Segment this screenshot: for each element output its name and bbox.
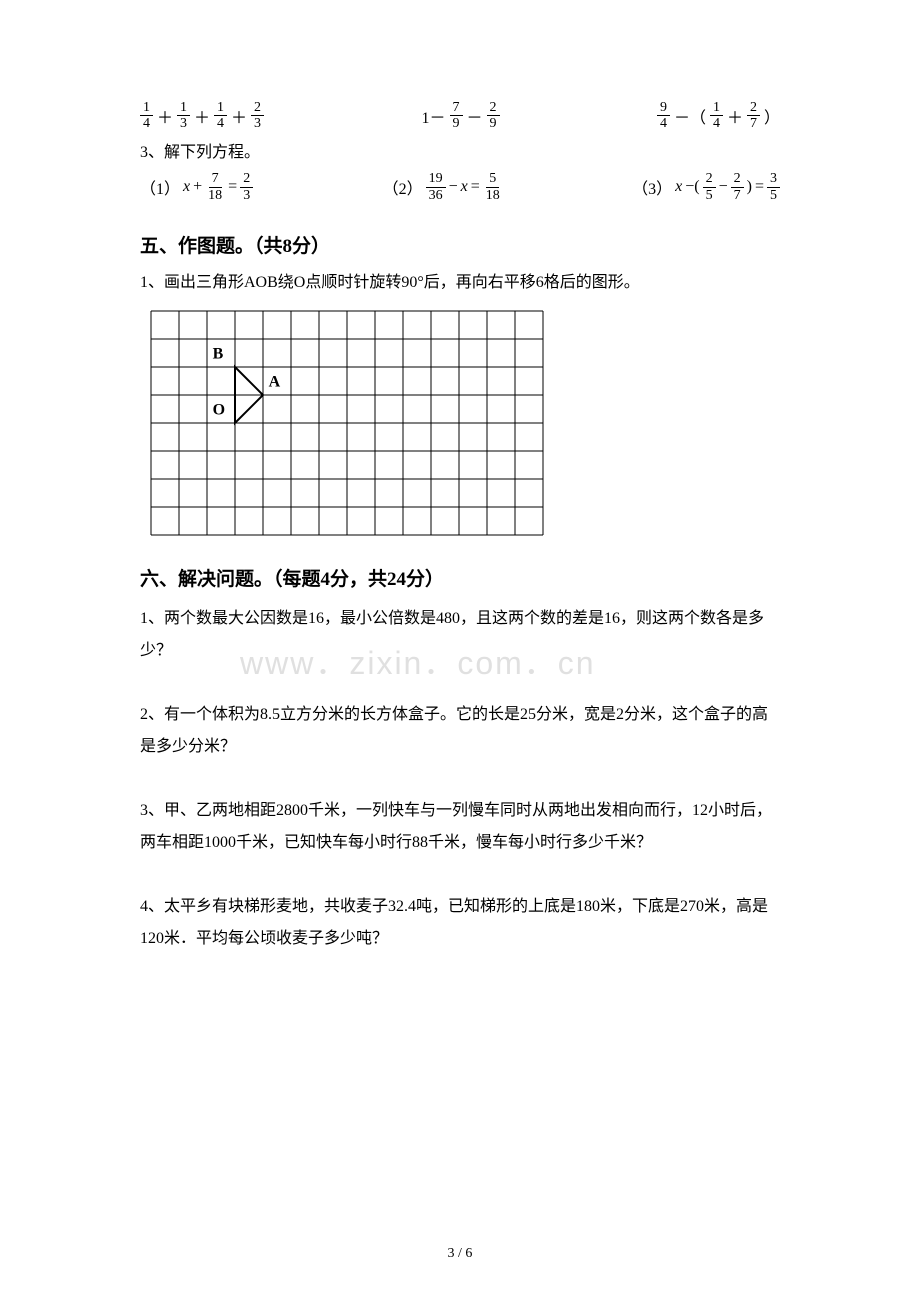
- operator: −: [719, 178, 728, 196]
- equation-2: （2） 1936 − x = 518: [383, 171, 503, 203]
- frac: 13: [177, 100, 190, 132]
- section-5-heading: 五、作图题。（共8分）: [140, 231, 780, 258]
- close-paren: ）: [764, 104, 780, 128]
- variable: x: [675, 178, 682, 196]
- operator: ＋: [727, 104, 743, 128]
- equals: =: [228, 178, 237, 196]
- grid-figure: B A O: [150, 310, 780, 536]
- eq-label: （3）: [632, 175, 672, 199]
- svg-text:O: O: [213, 401, 225, 418]
- frac: 14: [214, 100, 227, 132]
- variable: x: [183, 178, 190, 196]
- equals: =: [471, 178, 480, 196]
- frac: 14: [710, 100, 723, 132]
- section-6-heading: 六、解决问题。（每题4分，共24分）: [140, 564, 780, 591]
- frac: 518: [483, 171, 503, 203]
- frac: 27: [747, 100, 760, 132]
- operator: +: [193, 178, 202, 196]
- equation-1: （1） x + 718 = 23: [140, 171, 253, 203]
- frac: 79: [450, 100, 463, 132]
- grid-svg: B A O: [150, 310, 544, 536]
- expr-2: 1－ 79 － 29: [421, 100, 499, 132]
- frac: 27: [731, 171, 744, 203]
- operator: −(: [685, 178, 699, 196]
- lead-text: 1－: [421, 104, 445, 128]
- frac: 1936: [426, 171, 446, 203]
- q6-2-text: 2、有一个体积为8.5立方分米的长方体盒子。它的长是25分米，宽是2分米，这个盒…: [140, 699, 780, 763]
- svg-text:B: B: [213, 345, 224, 362]
- frac: 14: [140, 100, 153, 132]
- equals: =: [755, 178, 764, 196]
- close-paren: ): [747, 178, 752, 196]
- frac: 25: [703, 171, 716, 203]
- frac: 23: [240, 171, 253, 203]
- frac: 29: [487, 100, 500, 132]
- eq-label: （1）: [140, 175, 180, 199]
- eq-label: （2）: [383, 175, 423, 199]
- fraction-row-1: 14 ＋ 13 ＋ 14 ＋ 23 1－ 79 － 29 94 －（ 14 ＋ …: [140, 100, 780, 132]
- q5-1-text: 1、画出三角形AOB绕O点顺时针旋转90°后，再向右平移6格后的图形。: [140, 270, 780, 296]
- expr-1: 14 ＋ 13 ＋ 14 ＋ 23: [140, 100, 264, 132]
- operator: －: [467, 104, 483, 128]
- frac: 23: [251, 100, 264, 132]
- operator: －（: [674, 104, 706, 128]
- equation-3: （3） x −( 25 − 27 ) = 35: [632, 171, 780, 203]
- equation-row: （1） x + 718 = 23 （2） 1936 − x = 518 （3） …: [140, 171, 780, 203]
- variable: x: [461, 178, 468, 196]
- solve-equations-label: 3、解下列方程。: [140, 140, 780, 166]
- q6-1-text: 1、两个数最大公因数是16，最小公倍数是480，且这两个数的差是16，则这两个数…: [140, 603, 780, 667]
- frac: 94: [657, 100, 670, 132]
- page-number: 3 / 6: [0, 1246, 920, 1262]
- frac: 35: [767, 171, 780, 203]
- operator: ＋: [194, 104, 210, 128]
- operator: −: [449, 178, 458, 196]
- q6-4-text: 4、太平乡有块梯形麦地，共收麦子32.4吨，已知梯形的上底是180米，下底是27…: [140, 891, 780, 955]
- frac: 718: [205, 171, 225, 203]
- operator: ＋: [157, 104, 173, 128]
- expr-3: 94 －（ 14 ＋ 27 ）: [657, 100, 780, 132]
- q6-3-text: 3、甲、乙两地相距2800千米，一列快车与一列慢车同时从两地出发相向而行，12小…: [140, 795, 780, 859]
- operator: ＋: [231, 104, 247, 128]
- svg-text:A: A: [269, 373, 281, 390]
